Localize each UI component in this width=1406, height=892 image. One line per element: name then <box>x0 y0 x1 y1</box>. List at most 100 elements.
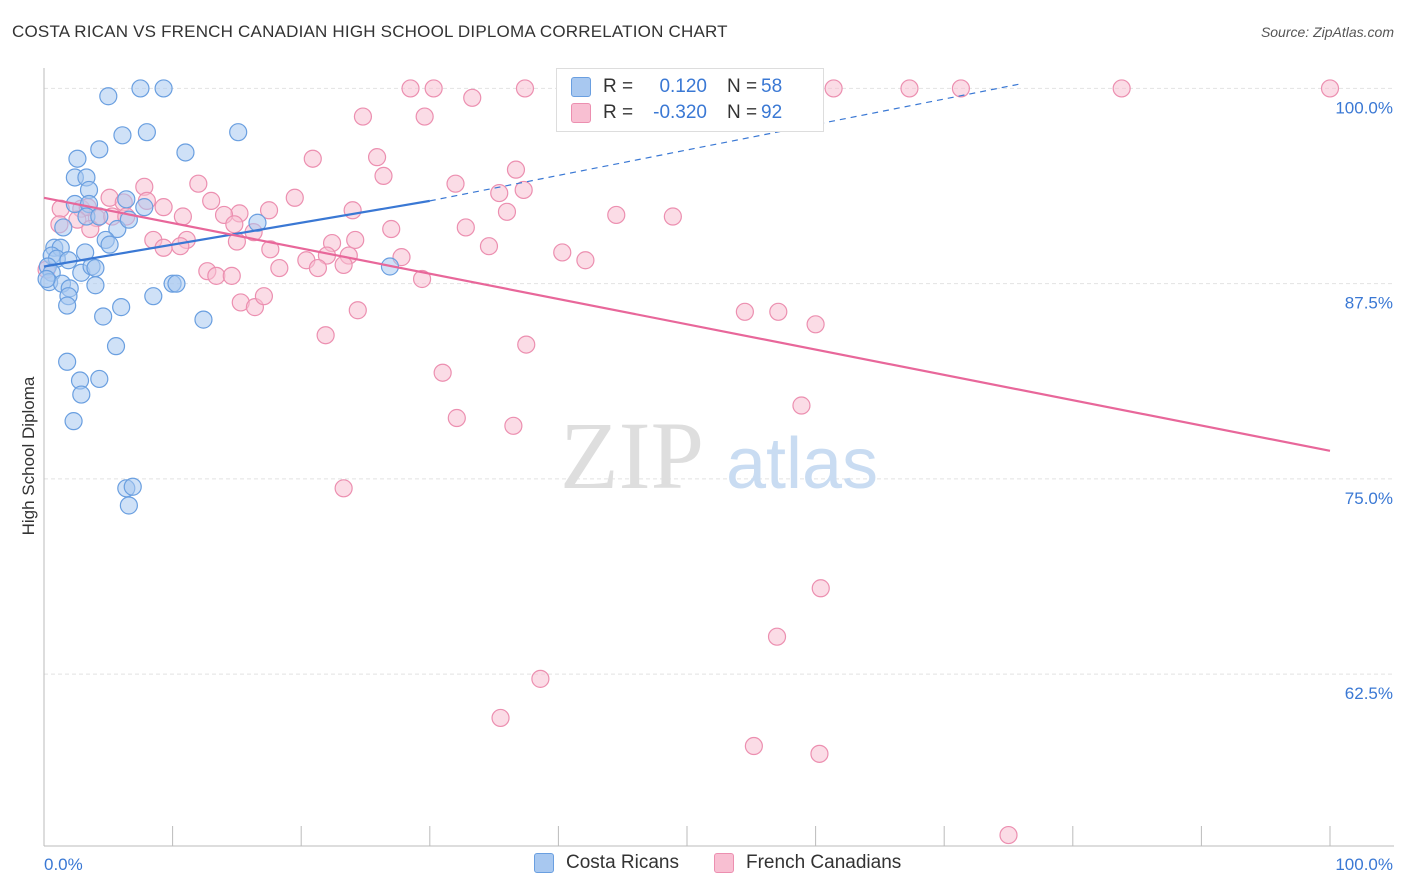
r-value: -0.320 <box>653 102 707 123</box>
costa-ricans-swatch <box>534 853 554 873</box>
french-canadians-point <box>446 174 465 193</box>
costa-ricans-point <box>194 310 213 329</box>
french-canadians-point <box>735 302 754 321</box>
costa-ricans-point <box>99 87 118 106</box>
french-canadians-point <box>374 166 393 186</box>
french-canadians-point <box>607 205 626 225</box>
french-canadians-point <box>576 251 595 270</box>
costa-ricans-point <box>100 235 119 254</box>
costa-ricans-point <box>229 123 248 142</box>
french-canadians-point <box>1320 79 1340 98</box>
french-canadians-point <box>744 736 763 756</box>
french-canadians-point <box>479 237 499 256</box>
costa-ricans-point <box>54 218 73 237</box>
french-canadians-point <box>171 237 190 256</box>
french-canadians-point <box>810 744 829 763</box>
french-canadians-point <box>811 579 830 598</box>
french-canadians-point <box>951 79 971 98</box>
french-canadians-point <box>415 107 434 126</box>
french-canadians-point <box>225 215 244 234</box>
french-canadians-point <box>792 396 811 415</box>
n-value: 92 <box>761 102 783 123</box>
french-canadians-point <box>824 79 843 98</box>
costa-ricans-point <box>119 496 138 515</box>
costa-ricans-point <box>64 412 83 431</box>
french-canadians-point <box>261 240 280 259</box>
costa-ricans-trendline <box>43 199 430 268</box>
stats-legend: R = 0.120 N = 58 R = -0.320 N = 92 <box>556 68 824 132</box>
french-canadians-point <box>531 669 550 688</box>
french-canadians-point <box>303 149 322 168</box>
y-tick-label: 75.0% <box>1345 489 1393 508</box>
french-canadians-point <box>517 335 536 354</box>
french-canadians-point <box>343 201 362 220</box>
costa-ricans-point <box>113 126 132 145</box>
french-canadians-point <box>514 180 533 200</box>
french-canadians-point <box>463 88 482 107</box>
french-canadians-point <box>504 416 523 435</box>
costa-ricans-point <box>144 287 163 306</box>
french-canadians-point <box>189 174 208 193</box>
grid-layer <box>44 87 1394 675</box>
french-canadians-point <box>401 79 420 98</box>
french-canadians-point <box>456 218 475 237</box>
legend-label: French Canadians <box>746 852 902 873</box>
french-canadians-point <box>382 219 401 239</box>
french-canadians-point <box>491 708 510 728</box>
y-axis-title: High School Diploma <box>19 376 38 535</box>
costa-ricans-point <box>86 276 105 295</box>
french-canadians-point <box>346 230 365 250</box>
y-tick-label: 100.0% <box>1335 98 1393 117</box>
french-canadians-point <box>207 266 226 285</box>
french-canadians-point <box>1112 79 1131 98</box>
french-canadians-trendline <box>43 196 1331 452</box>
french-canadians-swatch <box>714 853 734 873</box>
french-canadians-point <box>173 207 192 226</box>
costa-ricans-point <box>90 140 109 159</box>
french-canadians-point <box>334 479 353 498</box>
french-canadians-point <box>506 160 526 179</box>
french-canadians-point <box>433 363 452 382</box>
french-canadians-point <box>316 326 335 345</box>
french-canadians-point <box>348 301 367 320</box>
french-canadians-point <box>270 258 289 278</box>
y-tick-label: 62.5% <box>1345 684 1393 703</box>
costa-ricans-point <box>112 298 131 317</box>
french-canadians-point <box>515 79 535 98</box>
costa-ricans-point <box>135 198 154 217</box>
costa-ricans-swatch <box>571 77 591 97</box>
legend-item-costa-ricans[interactable]: Costa Ricans <box>534 852 679 874</box>
costa-ricans-point <box>58 296 77 315</box>
french-canadians-point <box>367 148 387 167</box>
french-canadians-point <box>553 243 572 262</box>
x-tick-label: 0.0% <box>44 855 83 874</box>
legend-item-french-canadians[interactable]: French Canadians <box>714 852 901 874</box>
watermark: ZIP atlas <box>560 402 878 509</box>
costa-ricans-point <box>167 274 186 293</box>
costa-ricans-point <box>37 269 56 289</box>
french-canadians-point <box>222 266 241 285</box>
trend-layer <box>43 83 1331 452</box>
costa-ricans-point <box>72 385 91 404</box>
series-legend: Costa Ricans French Canadians <box>0 852 1406 876</box>
costa-ricans-point <box>58 352 77 371</box>
french-canadians-point <box>769 302 788 321</box>
legend-label: Costa Ricans <box>566 852 679 873</box>
french-canadians-point <box>154 198 173 217</box>
french-canadians-point <box>254 287 274 306</box>
watermark-zip: ZIP <box>560 402 704 509</box>
costa-ricans-point <box>137 123 156 142</box>
french-canadians-point <box>424 79 443 98</box>
french-canadians-point <box>999 825 1018 845</box>
r-value: 0.120 <box>659 76 707 97</box>
axis-layer <box>43 68 1394 847</box>
chart-title: COSTA RICAN VS FRENCH CANADIAN HIGH SCHO… <box>12 22 728 41</box>
n-value: 58 <box>761 76 783 97</box>
costa-ricans-point <box>123 477 142 496</box>
french-canadians-point <box>497 202 517 221</box>
french-canadians-point <box>447 408 466 428</box>
french-canadians-point <box>202 191 221 210</box>
costa-ricans-trendline-extension <box>429 83 1022 202</box>
n-label: N = <box>727 76 758 97</box>
